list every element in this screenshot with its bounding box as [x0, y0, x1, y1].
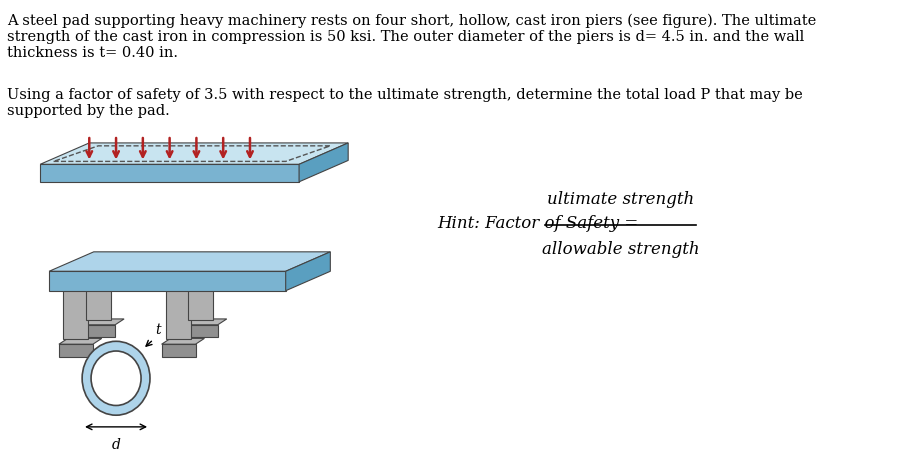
- Polygon shape: [162, 339, 205, 345]
- Polygon shape: [59, 345, 93, 357]
- Polygon shape: [81, 325, 115, 338]
- Ellipse shape: [188, 262, 214, 272]
- Text: ultimate strength: ultimate strength: [547, 191, 694, 207]
- Circle shape: [91, 351, 141, 405]
- Text: Hint: Factor of Safety =: Hint: Factor of Safety =: [437, 215, 639, 232]
- Text: A steel pad supporting heavy machinery rests on four short, hollow, cast iron pi: A steel pad supporting heavy machinery r…: [7, 14, 816, 60]
- Polygon shape: [49, 252, 330, 272]
- Circle shape: [82, 341, 150, 415]
- Polygon shape: [184, 325, 218, 338]
- Ellipse shape: [85, 262, 111, 272]
- Text: Using a factor of safety of 3.5 with respect to the ultimate strength, determine: Using a factor of safety of 3.5 with res…: [7, 87, 803, 117]
- Polygon shape: [188, 267, 214, 320]
- Polygon shape: [85, 267, 111, 320]
- Polygon shape: [81, 319, 125, 325]
- Text: allowable strength: allowable strength: [542, 241, 699, 258]
- Text: d: d: [112, 437, 121, 451]
- Polygon shape: [49, 272, 285, 291]
- Polygon shape: [40, 143, 348, 165]
- Polygon shape: [166, 286, 191, 340]
- Polygon shape: [162, 345, 195, 357]
- Text: t: t: [155, 323, 161, 337]
- Ellipse shape: [64, 281, 88, 291]
- Polygon shape: [59, 339, 102, 345]
- Polygon shape: [285, 252, 330, 291]
- Polygon shape: [299, 143, 348, 182]
- Polygon shape: [64, 286, 88, 340]
- Ellipse shape: [166, 281, 191, 291]
- Polygon shape: [40, 165, 299, 182]
- Polygon shape: [184, 319, 226, 325]
